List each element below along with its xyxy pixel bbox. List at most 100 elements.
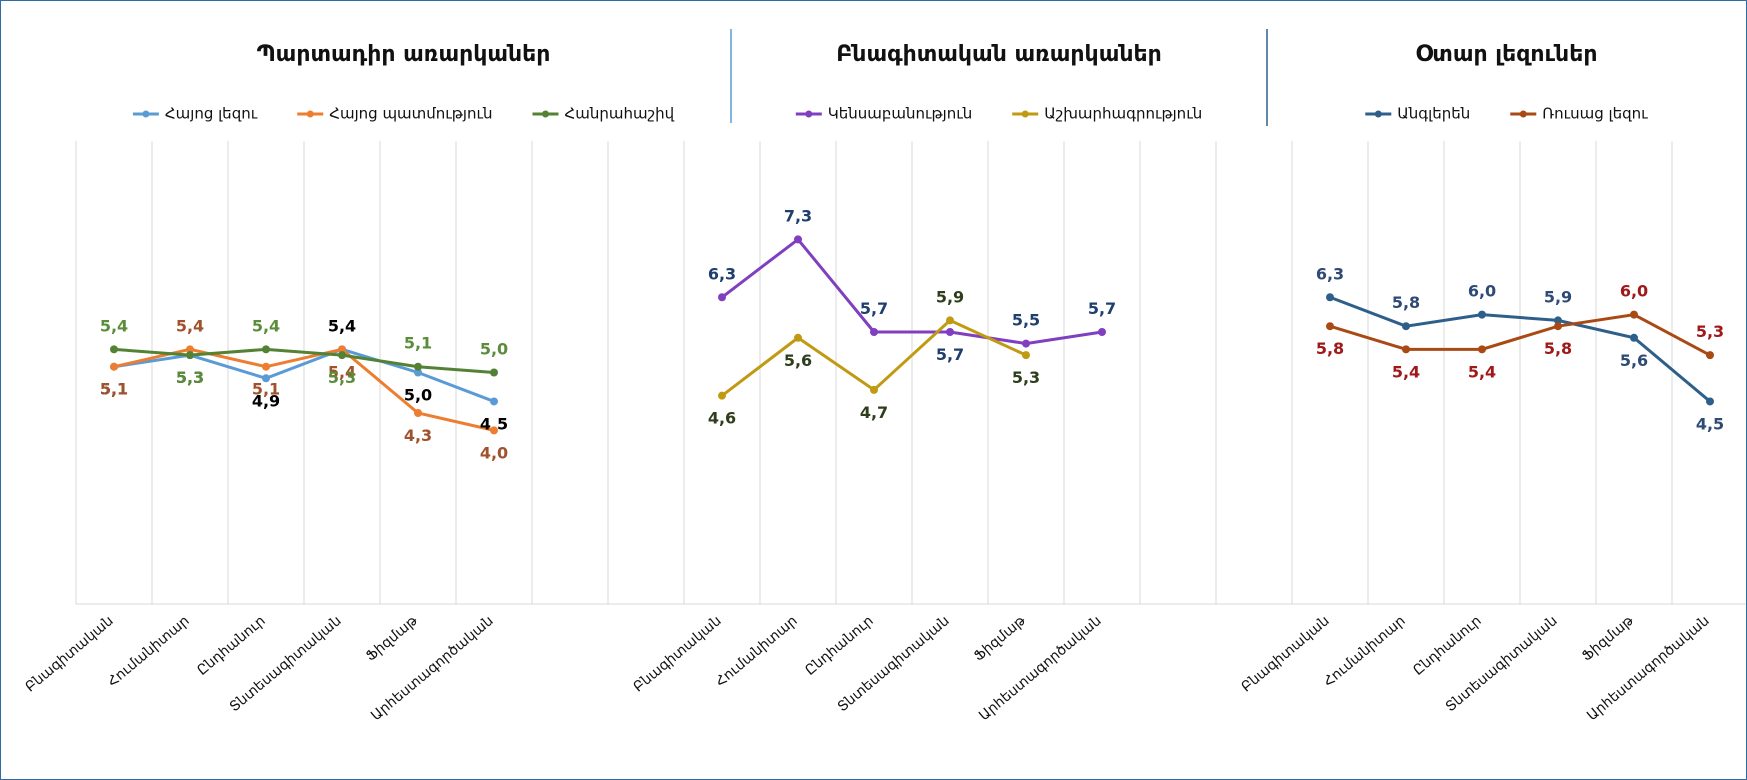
data-label: 5,8 — [1316, 339, 1344, 358]
data-label: 5,4 — [176, 316, 204, 335]
data-point — [1630, 310, 1638, 319]
data-label: 5,6 — [784, 351, 812, 370]
legend-label: Անգլերեն — [1397, 105, 1470, 123]
data-point — [262, 362, 270, 371]
data-point — [794, 235, 802, 244]
data-label: 5,1 — [252, 380, 280, 399]
series-line — [113, 347, 495, 432]
data-point — [414, 362, 422, 371]
data-point — [490, 426, 498, 435]
legend-item: Հայոց պատմություն — [297, 105, 492, 123]
legend-label: Հայոց լեզու — [165, 105, 258, 123]
data-point — [1630, 333, 1638, 342]
data-point — [1326, 293, 1334, 302]
data-label: 5,5 — [1012, 311, 1040, 330]
data-label: 5,3 — [176, 368, 204, 387]
x-tick-label: Ֆիզմաթ — [971, 612, 1029, 664]
data-label: 5,3 — [176, 368, 204, 387]
x-tick-label: Հումանիտար — [713, 613, 801, 690]
data-label: 5,7 — [1088, 299, 1116, 318]
data-label: 5,9 — [936, 287, 964, 306]
legend-item: Ռուսաց լեզու — [1510, 105, 1648, 123]
data-label: 4,9 — [252, 391, 280, 410]
legend-dot — [1374, 110, 1382, 118]
legend-dot — [1021, 110, 1029, 118]
data-point — [414, 409, 422, 418]
x-tick-label: Արհեստագործական — [1584, 613, 1712, 724]
data-label: 4,0 — [480, 443, 508, 462]
data-point — [110, 362, 118, 371]
data-label: 4,5 — [1696, 414, 1724, 433]
data-point — [1706, 351, 1714, 360]
data-label: 5,0 — [480, 340, 508, 359]
data-label: 6,0 — [1620, 282, 1648, 301]
series-line — [721, 237, 1103, 346]
data-label: 5,4 — [328, 316, 356, 335]
data-label: 5,6 — [1620, 351, 1648, 370]
data-point — [1402, 345, 1410, 354]
data-point — [946, 316, 954, 325]
data-label: 6,3 — [1316, 264, 1344, 283]
data-point — [262, 374, 270, 383]
data-point — [262, 345, 270, 354]
data-label: 5,1 — [100, 380, 128, 399]
legend-item: Աշխարհագրություն — [1012, 105, 1202, 123]
x-tick-label: Հումանիտար — [105, 613, 193, 690]
series-line — [1329, 295, 1711, 403]
data-point — [1554, 316, 1562, 325]
x-tick-label: Բնագիտական — [630, 613, 724, 696]
data-label: 5,9 — [1544, 287, 1572, 306]
data-label: 5,3 — [1696, 322, 1724, 341]
data-label: 5,4 — [1468, 362, 1496, 381]
data-label: 5,7 — [860, 299, 888, 318]
data-label: 4,5 — [480, 414, 508, 433]
data-point — [414, 368, 422, 377]
data-point — [718, 391, 726, 400]
data-point — [794, 333, 802, 342]
legend-label: Աշխարհագրություն — [1044, 105, 1202, 123]
legend-item: Կենսաբանություն — [795, 105, 972, 123]
data-label: 5,1 — [404, 334, 432, 353]
data-label: 5,7 — [936, 345, 964, 364]
legend-item: Հայոց լեզու — [132, 105, 258, 123]
series-line — [113, 347, 495, 403]
x-tick-label: Հումանիտար — [1321, 613, 1409, 690]
legend-label: Հանրահաշիվ — [564, 105, 674, 123]
data-label: 5,3 — [328, 368, 356, 387]
x-tick-label: Ընդհանուր — [802, 613, 876, 679]
x-tick-label: Բնագիտական — [1238, 613, 1332, 696]
data-point — [110, 345, 118, 354]
panel-title: Բնագիտական առարկաներ — [836, 42, 1161, 67]
data-label: 6,3 — [708, 264, 736, 283]
data-point — [338, 345, 346, 354]
data-point — [718, 293, 726, 302]
data-label: 5,4 — [252, 316, 280, 335]
x-tick-label: Ընդհանուր — [1410, 613, 1484, 679]
data-label: 4,3 — [404, 426, 432, 445]
legend-label: Ռուսաց լեզու — [1542, 105, 1648, 123]
legend-dot — [142, 110, 150, 118]
data-label: 5,3 — [1012, 368, 1040, 387]
data-point — [186, 351, 194, 360]
legend-label: Հայոց պատմություն — [329, 105, 492, 123]
legend-label: Կենսաբանություն — [828, 105, 972, 123]
data-point — [870, 327, 878, 336]
data-point — [1478, 310, 1486, 319]
data-label: 5,0 — [404, 386, 432, 405]
data-point — [1098, 327, 1106, 336]
x-tick-label: Ֆիզմաթ — [1579, 612, 1637, 664]
data-label: 5,1 — [100, 380, 128, 399]
data-point — [946, 327, 954, 336]
data-point — [1554, 322, 1562, 331]
data-point — [870, 385, 878, 394]
panel-title: Օտար լեզուներ — [1416, 42, 1598, 67]
data-label: 4,6 — [708, 409, 736, 428]
data-point — [490, 397, 498, 406]
panel-title: Պարտադիր առարկաներ — [257, 42, 551, 67]
legend-item: Անգլերեն — [1365, 105, 1470, 123]
legend-dot — [541, 110, 549, 118]
data-point — [1706, 397, 1714, 406]
data-point — [1478, 345, 1486, 354]
data-label: 5,8 — [1544, 339, 1572, 358]
